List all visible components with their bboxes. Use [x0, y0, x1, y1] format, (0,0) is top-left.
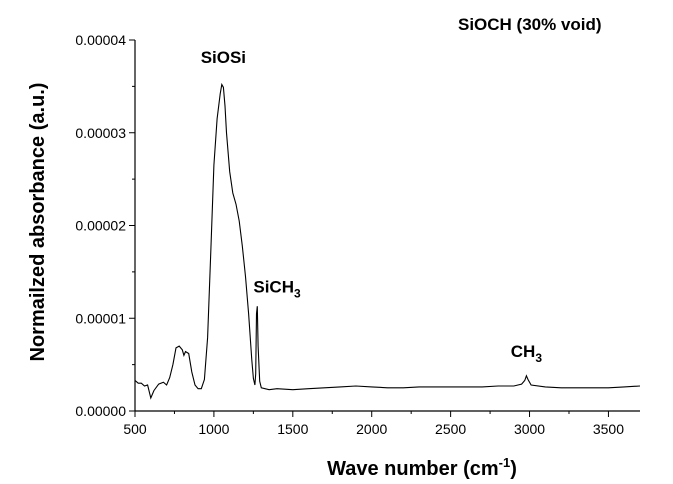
y-tick-label: 0.00003	[75, 125, 126, 141]
x-axis-label: Wave number (cm-1)	[327, 455, 517, 480]
axis-ticks: 500 1000 1500 2000 2500 3000 3500 0.00000 0.0000…	[75, 32, 624, 437]
plot-axes	[134, 40, 640, 412]
x-tick-label: 1000	[198, 421, 229, 437]
x-tick-label: 500	[123, 421, 147, 437]
y-tick-label: 0.00002	[75, 218, 126, 234]
x-tick-label: 1500	[277, 421, 308, 437]
peak-label: SiCH3	[253, 277, 301, 300]
plot-marks	[134, 82, 641, 400]
peak-annotations: SiOSi SiCH3 CH3	[201, 48, 543, 365]
x-tick-label: 3500	[593, 421, 624, 437]
y-tick-label: 0.00004	[75, 32, 126, 48]
x-tick-label: 3000	[514, 421, 545, 437]
y-tick-label: 0.00000	[75, 403, 126, 419]
y-tick-label: 0.00001	[75, 310, 126, 326]
y-axis-label: Normailzed absorbance (a.u.)	[27, 83, 49, 362]
spectrum-line	[134, 82, 641, 400]
peak-label: SiOSi	[201, 48, 246, 67]
chart-title: SiOCH (30% void)	[458, 15, 602, 34]
x-tick-label: 2000	[356, 421, 387, 437]
x-tick-label: 2500	[435, 421, 466, 437]
peak-label: CH3	[511, 342, 543, 365]
